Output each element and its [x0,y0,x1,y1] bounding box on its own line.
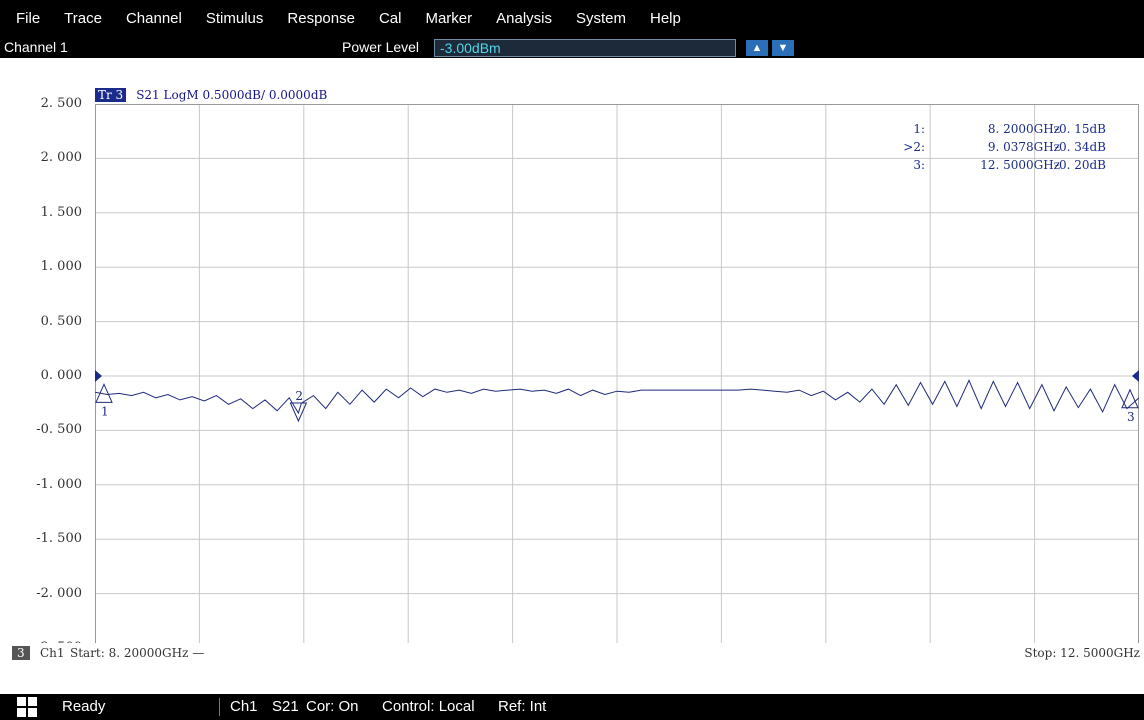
reference-arrow-left-icon [95,370,102,382]
status-item: Cor: On [306,698,359,715]
marker-triangle-icon [289,402,308,423]
menu-stimulus[interactable]: Stimulus [205,10,264,27]
y-tick-label: -1. 500 [36,531,82,547]
y-tick-label: -0. 500 [36,422,82,438]
marker-triangle-icon [95,383,113,403]
marker-value: -0. 34dB [1054,140,1106,154]
y-tick-label: 0. 500 [40,313,82,329]
arrow-up-icon[interactable]: ▲ [746,40,768,56]
menu-response[interactable]: Response [287,10,355,27]
marker-value: -0. 20dB [1054,158,1106,172]
menu-system[interactable]: System [575,10,626,27]
y-tick-label: 1. 000 [40,259,82,275]
marker-id: >2: [903,140,925,154]
status-item: Ref: Int [498,698,547,715]
menu-analysis[interactable]: Analysis [496,10,552,27]
y-tick-label: 2. 500 [40,96,82,111]
y-tick-label: 2. 000 [40,150,82,166]
status-ready: Ready [62,698,106,715]
start-frequency[interactable]: Start: 8. 20000GHz — [70,646,205,660]
channel-indicator: Ch1 [40,646,65,660]
marker-id: 1: [913,122,925,136]
marker-value: -0. 15dB [1054,122,1106,136]
channel-label: Channel 1 [4,39,68,55]
trace-number-badge: 3 [12,646,30,660]
menu-cal[interactable]: Cal [378,10,402,27]
windows-icon[interactable] [17,697,37,717]
menu-marker[interactable]: Marker [425,10,473,27]
y-tick-label: -2. 000 [36,585,82,601]
y-tick-label: 0. 000 [40,368,82,383]
power-level-input[interactable]: -3.00dBm [434,39,736,57]
arrow-down-icon[interactable]: ▼ [772,40,794,56]
marker-row[interactable]: 1: 8. 2000GHz -0. 15dB [840,122,1140,140]
marker-id: 3: [913,158,925,172]
marker-frequency: 12. 5000GHz [980,158,1060,172]
marker-number: 1 [101,404,109,418]
stimulus-line: 3 Ch1 Start: 8. 20000GHz — Stop: 12. 500… [0,643,1144,665]
trace-number: Tr 3 [95,88,127,102]
menu-channel[interactable]: Channel [125,10,182,27]
marker-frequency: 8. 2000GHz [987,122,1060,136]
marker-number: 3 [1127,410,1135,424]
stop-frequency[interactable]: Stop: 12. 5000GHz [1024,646,1140,660]
status-bar: Ready Ch1 S21 Cor: On Control: Local Ref: In… [0,694,1144,720]
reference-arrow-right-icon [1132,370,1139,382]
power-level-label: Power Level [342,39,420,55]
marker-row[interactable]: >2: 9. 0378GHz -0. 34dB [840,140,1140,158]
status-item: Ch1 [230,698,258,715]
y-tick-label: -1. 000 [36,476,82,492]
trace-description: S21 LogM 0.5000dB/ 0.0000dB [136,88,328,102]
trace-line [95,379,1139,415]
marker-table: 1: 8. 2000GHz -0. 15dB >2: 9. 0378GHz -0. 34d… [840,122,1140,176]
marker-row[interactable]: 3: 12. 5000GHz -0. 20dB [840,158,1140,176]
menu-file[interactable]: File [16,10,41,27]
status-item: Control: Local [382,698,475,715]
trace-label[interactable]: Tr 3 S21 LogM 0.5000dB/ 0.0000dB [95,88,327,103]
y-tick-label: 1. 500 [40,204,82,220]
status-item: S21 [272,698,299,715]
channel-toolbar: Channel 1 Power Level -3.00dBm ▲ ▼ [0,38,1144,58]
marker-frequency: 9. 0378GHz [987,140,1060,154]
plot-area[interactable]: 1 2 3 [95,104,1139,648]
menu-bar: File Trace Channel Stimulus Response Cal Marke… [0,0,1144,38]
status-divider [219,698,220,716]
marker-triangle-icon [1121,388,1139,409]
menu-help[interactable]: Help [650,10,681,27]
menu-trace[interactable]: Trace [64,10,102,27]
marker-number: 2 [295,389,303,403]
